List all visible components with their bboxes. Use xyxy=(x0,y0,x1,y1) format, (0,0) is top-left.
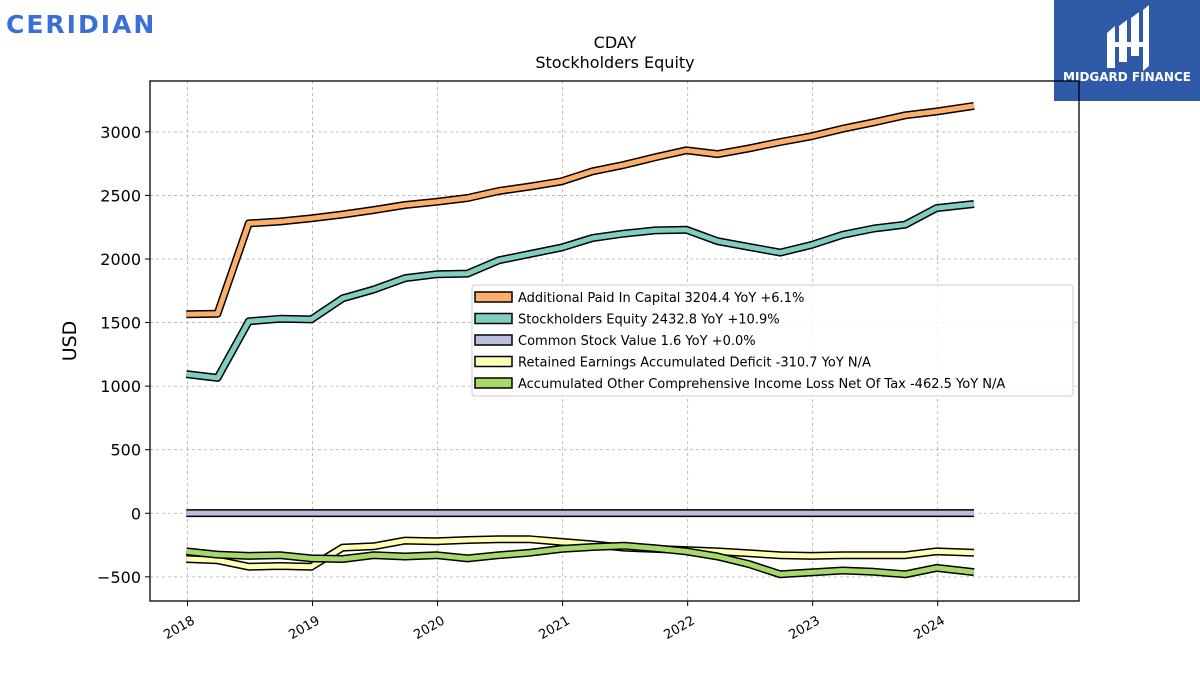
y-tick-label: −500 xyxy=(97,568,141,587)
series-line-fill xyxy=(186,103,975,317)
midgard-emblem-icon xyxy=(1107,5,1149,71)
ceridian-logo: CERIDIAN xyxy=(6,10,156,39)
ceridian-logo-text: CERIDIAN xyxy=(6,10,157,39)
x-tick-label: 2018 xyxy=(161,613,197,643)
series-line-fill xyxy=(185,201,975,381)
legend-entry: Common Stock Value 1.6 YoY +0.0% xyxy=(518,334,756,349)
series-lines xyxy=(185,101,975,579)
x-tick-label: 2020 xyxy=(411,613,447,643)
legend-swatch xyxy=(474,334,513,346)
x-axis: 2018 2019 2020 2021 2022 2023 2024 xyxy=(161,601,948,643)
series-line-outline xyxy=(186,101,975,319)
y-tick-label: 1500 xyxy=(100,314,141,333)
legend-swatch xyxy=(474,312,513,325)
series-line-fill xyxy=(186,536,975,570)
x-tick-label: 2022 xyxy=(661,613,697,643)
x-tick-label: 2019 xyxy=(286,613,322,643)
series-line-fill xyxy=(186,543,975,577)
x-tick-label: 2024 xyxy=(912,613,948,643)
series-line-3 xyxy=(186,535,975,571)
series-line-4 xyxy=(185,541,975,579)
y-axis: −500 0 500 1000 1500 2000 2500 3000 xyxy=(97,123,150,587)
y-tick-label: 2000 xyxy=(100,250,141,269)
y-tick-label: 2500 xyxy=(100,186,141,205)
midgard-finance-logo-text: MIDGARD FINANCE xyxy=(1063,70,1191,84)
series-line-0 xyxy=(186,101,975,319)
y-axis-label: USD xyxy=(59,321,81,362)
y-tick-label: 0 xyxy=(131,504,141,523)
legend: Additional Paid In Capital 3204.4 YoY +6… xyxy=(471,284,1074,397)
legend-swatch xyxy=(474,377,513,389)
legend-swatch xyxy=(474,355,513,368)
chart-title: CDAY xyxy=(594,33,637,52)
plot-frame xyxy=(149,80,1080,602)
y-tick-label: 500 xyxy=(110,441,141,460)
y-tick-label: 3000 xyxy=(100,123,141,142)
legend-entry: Stockholders Equity 2432.8 YoY +10.9% xyxy=(518,313,780,328)
legend-entry: Retained Earnings Accumulated Deficit -3… xyxy=(518,356,871,371)
x-tick-label: 2023 xyxy=(787,613,823,643)
legend-swatch xyxy=(474,291,513,303)
legend-entry: Additional Paid In Capital 3204.4 YoY +6… xyxy=(518,291,804,306)
y-tick-label: 1000 xyxy=(100,377,141,396)
midgard-finance-logo: MIDGARD FINANCE xyxy=(1054,0,1200,101)
legend-entry: Accumulated Other Comprehensive Income L… xyxy=(518,377,1005,392)
midgard-finance-logo-graphic: MIDGARD FINANCE xyxy=(1054,0,1200,101)
legend-box xyxy=(471,284,1074,397)
x-tick-label: 2021 xyxy=(536,613,572,643)
series-line-1 xyxy=(185,200,975,382)
chart-subtitle: Stockholders Equity xyxy=(535,53,694,72)
